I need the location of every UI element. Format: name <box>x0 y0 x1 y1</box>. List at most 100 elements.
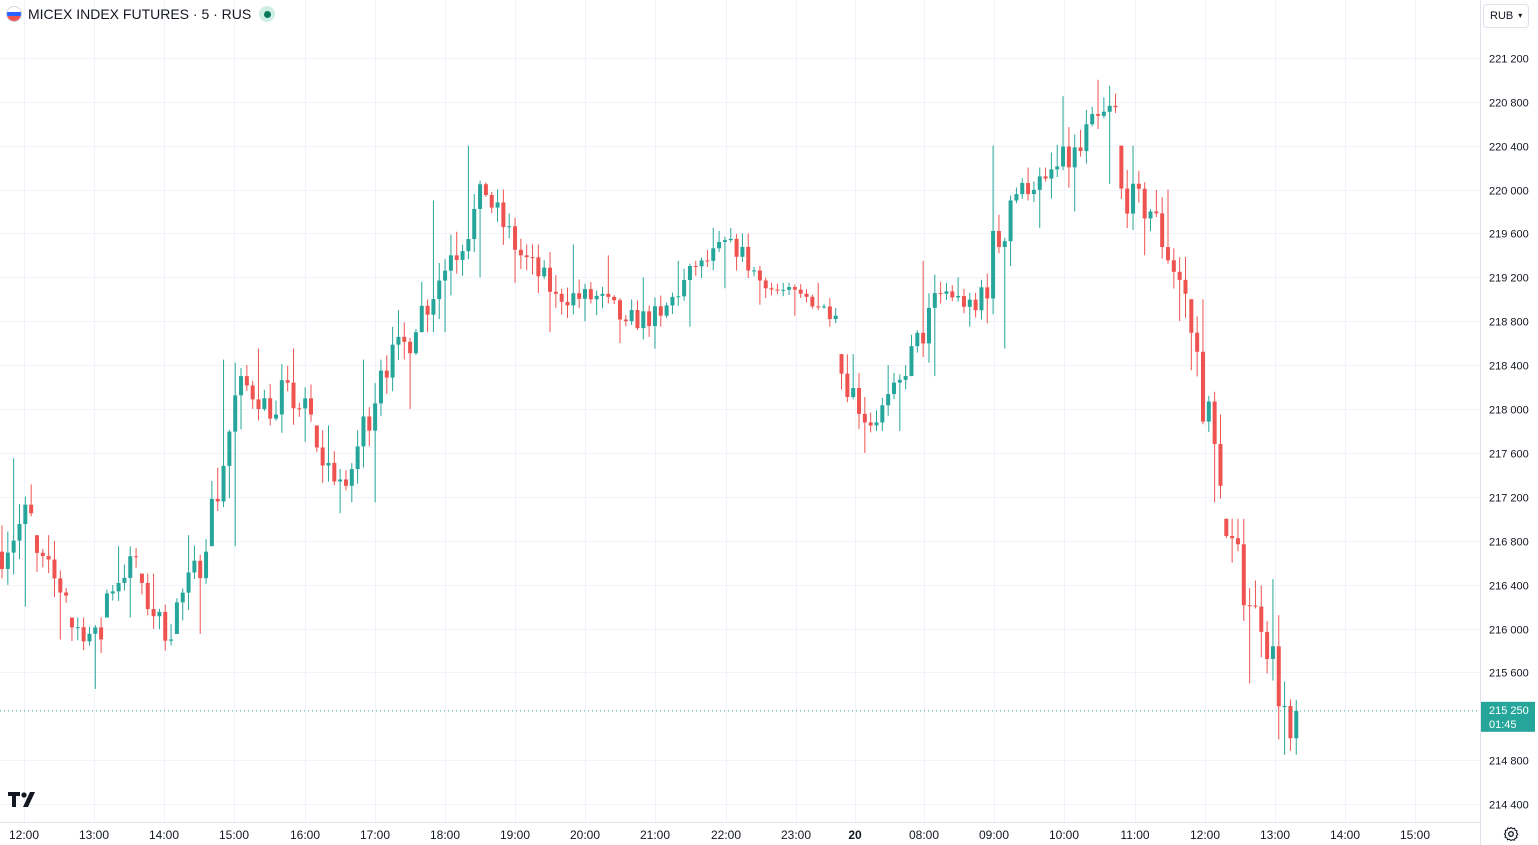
candle[interactable] <box>1200 299 1205 425</box>
candle[interactable] <box>52 540 57 598</box>
candle[interactable] <box>1241 518 1246 622</box>
candle[interactable] <box>1230 518 1235 563</box>
candle[interactable] <box>699 257 704 278</box>
candle[interactable] <box>1171 248 1176 289</box>
candle[interactable] <box>192 545 197 579</box>
candle[interactable] <box>384 355 389 394</box>
candle[interactable] <box>285 365 290 392</box>
candle[interactable] <box>413 329 418 356</box>
candle[interactable] <box>676 260 681 306</box>
candle[interactable] <box>349 463 354 503</box>
candle[interactable] <box>431 200 436 333</box>
candle[interactable] <box>17 504 22 560</box>
candle[interactable] <box>1142 182 1147 256</box>
candle[interactable] <box>1020 178 1025 200</box>
candle[interactable] <box>378 359 383 417</box>
candle[interactable] <box>1002 237 1007 349</box>
candle[interactable] <box>209 480 214 547</box>
candle[interactable] <box>215 467 220 512</box>
candle[interactable] <box>1294 699 1299 755</box>
candle[interactable] <box>64 588 69 603</box>
candle[interactable] <box>909 334 914 377</box>
candle[interactable] <box>151 573 156 629</box>
candle[interactable] <box>448 234 453 296</box>
candle[interactable] <box>524 244 529 271</box>
candle[interactable] <box>110 585 115 601</box>
candle[interactable] <box>559 288 564 315</box>
candle[interactable] <box>466 145 471 260</box>
candle[interactable] <box>1113 93 1118 113</box>
candle[interactable] <box>93 625 98 689</box>
candle[interactable] <box>122 564 127 591</box>
candle[interactable] <box>664 302 669 318</box>
tradingview-logo-icon[interactable] <box>8 790 40 808</box>
candle[interactable] <box>740 233 745 262</box>
candle[interactable] <box>518 238 523 270</box>
candle[interactable] <box>1265 621 1270 674</box>
candle[interactable] <box>343 470 348 491</box>
candle[interactable] <box>303 387 308 442</box>
candle[interactable] <box>874 410 879 431</box>
candle[interactable] <box>682 268 687 301</box>
candle[interactable] <box>891 372 896 400</box>
candle[interactable] <box>1259 585 1264 658</box>
candle[interactable] <box>623 315 628 327</box>
candle[interactable] <box>903 365 908 390</box>
candle[interactable] <box>571 244 576 315</box>
candle[interactable] <box>944 283 949 301</box>
candle[interactable] <box>961 288 966 314</box>
candle[interactable] <box>921 260 926 358</box>
candle[interactable] <box>1037 167 1042 228</box>
candle[interactable] <box>1136 170 1141 203</box>
candle[interactable] <box>967 292 972 327</box>
time-axis[interactable]: 12:00 13:00 14:00 15:00 16:00 17:00 18:00 19:00… <box>9 828 1430 842</box>
candle[interactable] <box>233 362 238 547</box>
candle[interactable] <box>326 425 331 482</box>
candle[interactable] <box>583 283 587 322</box>
candle[interactable] <box>1014 187 1019 204</box>
candle[interactable] <box>145 573 150 616</box>
candle[interactable] <box>1072 134 1077 212</box>
candle[interactable] <box>40 548 45 568</box>
candle[interactable] <box>932 274 937 377</box>
candle[interactable] <box>1131 145 1136 230</box>
candle[interactable] <box>781 282 786 297</box>
candle-series[interactable] <box>0 79 1299 755</box>
candle[interactable] <box>734 233 739 271</box>
candle[interactable] <box>11 458 16 575</box>
candle[interactable] <box>757 265 762 305</box>
candle[interactable] <box>483 182 488 197</box>
candle[interactable] <box>1212 391 1217 503</box>
candle[interactable] <box>542 260 547 280</box>
candle[interactable] <box>1276 615 1281 740</box>
candle[interactable] <box>787 282 792 296</box>
candle[interactable] <box>256 348 261 421</box>
candle[interactable] <box>763 277 768 299</box>
candle[interactable] <box>99 617 104 653</box>
candle[interactable] <box>845 354 850 403</box>
candle[interactable] <box>588 282 593 304</box>
candle[interactable] <box>868 412 873 433</box>
candle[interactable] <box>1218 414 1223 499</box>
candle[interactable] <box>308 384 313 422</box>
candle[interactable] <box>1224 518 1229 539</box>
candle[interactable] <box>134 548 139 568</box>
candle[interactable] <box>612 295 617 304</box>
candle[interactable] <box>157 608 162 630</box>
candle[interactable] <box>956 277 961 302</box>
candle[interactable] <box>1107 85 1112 185</box>
candle[interactable] <box>314 425 319 453</box>
symbol-legend[interactable]: MICEX INDEX FUTURES · 5 · RUS <box>6 4 276 24</box>
candle[interactable] <box>279 364 284 433</box>
candle[interactable] <box>548 252 553 333</box>
candle[interactable] <box>705 249 710 268</box>
candle[interactable] <box>244 365 249 391</box>
candle[interactable] <box>1043 167 1048 182</box>
candle[interactable] <box>367 407 372 447</box>
candle[interactable] <box>1119 145 1124 199</box>
candle[interactable] <box>617 298 622 344</box>
candle[interactable] <box>402 322 407 360</box>
candle[interactable] <box>862 396 867 453</box>
candle[interactable] <box>23 496 28 607</box>
candle[interactable] <box>174 598 179 634</box>
